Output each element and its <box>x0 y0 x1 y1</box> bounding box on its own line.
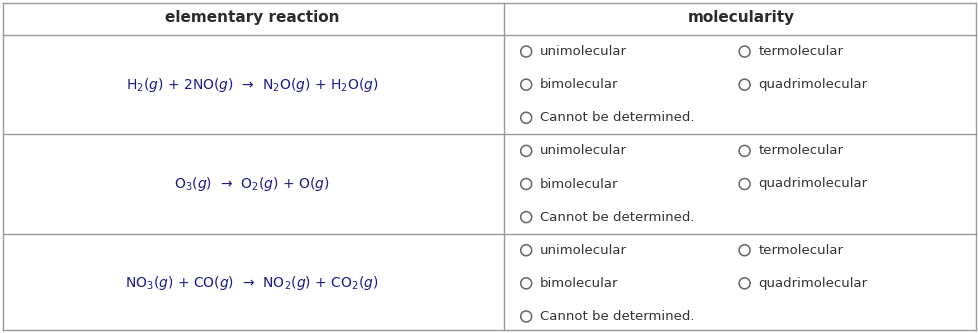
Text: quadrimolecular: quadrimolecular <box>758 78 867 91</box>
Text: bimolecular: bimolecular <box>540 277 618 290</box>
Text: quadrimolecular: quadrimolecular <box>758 277 867 290</box>
Text: quadrimolecular: quadrimolecular <box>758 177 867 190</box>
Text: O$_3$($g$)  →  O$_2$($g$) + O($g$): O$_3$($g$) → O$_2$($g$) + O($g$) <box>174 175 330 193</box>
Text: Cannot be determined.: Cannot be determined. <box>540 111 694 124</box>
Text: bimolecular: bimolecular <box>540 177 618 190</box>
Text: termolecular: termolecular <box>758 145 843 158</box>
Text: elementary reaction: elementary reaction <box>164 10 339 25</box>
Text: Cannot be determined.: Cannot be determined. <box>540 210 694 224</box>
Text: molecularity: molecularity <box>688 10 794 25</box>
Text: NO$_3$($g$) + CO($g$)  →  NO$_2$($g$) + CO$_2$($g$): NO$_3$($g$) + CO($g$) → NO$_2$($g$) + CO… <box>125 274 378 292</box>
Text: termolecular: termolecular <box>758 45 843 58</box>
Text: bimolecular: bimolecular <box>540 78 618 91</box>
Text: unimolecular: unimolecular <box>540 145 627 158</box>
Text: H$_2$($g$) + 2NO($g$)  →  N$_2$O($g$) + H$_2$O($g$): H$_2$($g$) + 2NO($g$) → N$_2$O($g$) + H$… <box>125 76 378 94</box>
Text: termolecular: termolecular <box>758 244 843 257</box>
Text: unimolecular: unimolecular <box>540 244 627 257</box>
Text: Cannot be determined.: Cannot be determined. <box>540 310 694 323</box>
Text: unimolecular: unimolecular <box>540 45 627 58</box>
